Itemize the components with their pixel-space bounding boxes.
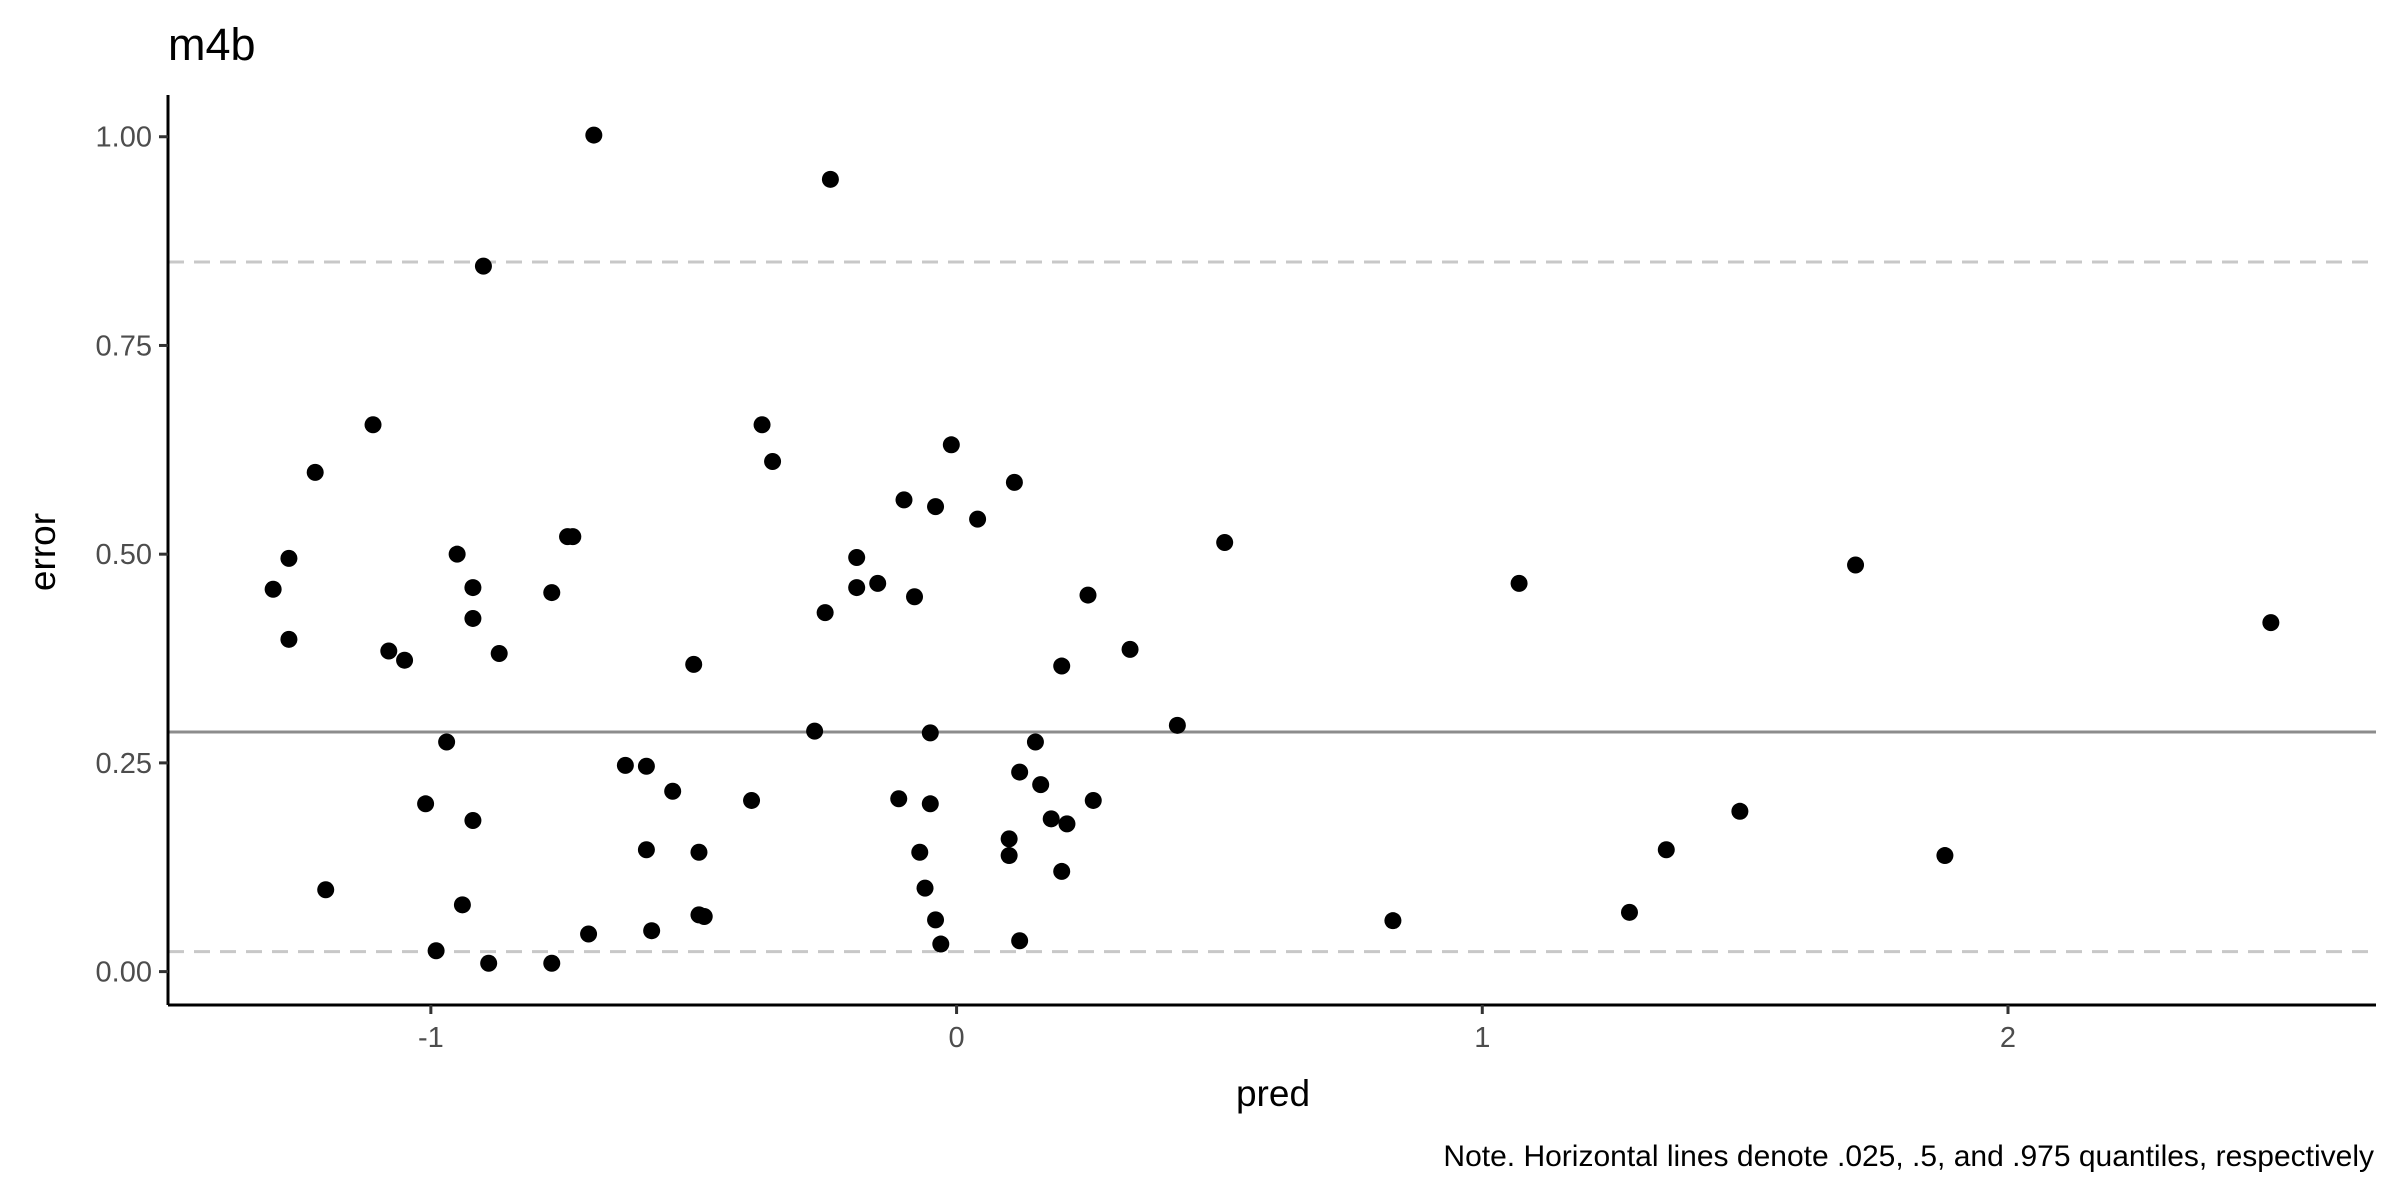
data-point (306, 463, 324, 481)
data-point (869, 574, 887, 592)
data-point (890, 790, 908, 808)
data-point (543, 584, 561, 602)
data-point (1053, 657, 1071, 675)
data-point (1079, 586, 1097, 604)
data-point (438, 733, 456, 751)
data-point (1032, 776, 1050, 794)
data-point (816, 604, 834, 622)
data-point (280, 630, 298, 648)
data-point (380, 642, 398, 660)
data-point (685, 655, 703, 673)
data-point (695, 908, 713, 926)
chart-caption: Note. Horizontal lines denote .025, .5, … (1443, 1140, 2374, 1173)
x-tick-label: 2 (2000, 1022, 2016, 1054)
y-tick-label: 1.00 (96, 122, 152, 154)
data-point (1005, 473, 1023, 491)
data-point (1058, 815, 1076, 833)
data-point (464, 579, 482, 597)
data-point (364, 416, 382, 434)
data-point (895, 491, 913, 509)
data-point (848, 579, 866, 597)
x-axis-title: pred (1236, 1073, 1310, 1114)
data-point (1168, 716, 1186, 734)
data-point (637, 841, 655, 859)
data-point (490, 645, 508, 663)
data-point (821, 170, 839, 188)
data-point (690, 843, 708, 861)
data-point (280, 549, 298, 567)
data-point (1026, 733, 1044, 751)
y-axis-ticks: 0.00 0.25 0.50 0.75 1.00 (96, 122, 168, 989)
quantile-lines (168, 260, 2376, 954)
y-axis-title: error (22, 513, 63, 591)
data-point (921, 795, 939, 813)
x-tick-label: 1 (1474, 1022, 1490, 1054)
data-point (427, 942, 445, 960)
data-point (474, 257, 492, 275)
data-point (848, 549, 866, 567)
data-point (616, 756, 634, 774)
data-point (1936, 847, 1954, 865)
data-point (1620, 903, 1638, 921)
data-point (1000, 830, 1018, 848)
data-point (1657, 841, 1675, 859)
data-point (417, 795, 435, 813)
data-point (1847, 556, 1865, 574)
data-point (464, 811, 482, 829)
data-point (643, 922, 661, 940)
data-point (927, 498, 945, 516)
data-point (543, 954, 561, 972)
data-point (453, 896, 471, 914)
data-point (921, 724, 939, 742)
data-point (911, 843, 929, 861)
data-point (564, 528, 582, 546)
data-point (580, 925, 598, 943)
data-point (317, 881, 335, 899)
data-point (942, 436, 960, 454)
data-point (480, 954, 498, 972)
data-point (448, 545, 466, 563)
x-tick-label: -1 (418, 1022, 444, 1054)
data-point (1011, 763, 1029, 781)
data-point (1053, 862, 1071, 880)
data-point (1121, 640, 1139, 658)
data-point (664, 782, 682, 800)
data-point (743, 791, 761, 809)
data-point (1510, 574, 1528, 592)
data-point (806, 722, 824, 740)
chart-title: m4b (168, 19, 256, 70)
data-point (264, 580, 282, 598)
data-point (1216, 533, 1234, 551)
data-point (906, 588, 924, 606)
data-point (396, 651, 414, 669)
y-tick-label: 0.75 (96, 330, 152, 362)
data-point (932, 935, 950, 953)
y-tick-label: 0.25 (96, 748, 152, 780)
data-point (927, 911, 945, 929)
x-axis-ticks: -1 0 1 2 (418, 1005, 2016, 1054)
data-point (916, 879, 934, 897)
data-point (2262, 614, 2280, 632)
data-point (764, 453, 782, 471)
data-point (1000, 847, 1018, 865)
y-tick-label: 0.50 (96, 539, 152, 571)
data-point (637, 757, 655, 775)
data-point (1731, 802, 1749, 820)
data-point (753, 416, 771, 434)
data-point (1011, 932, 1029, 950)
x-tick-label: 0 (949, 1022, 965, 1054)
data-point (585, 126, 603, 144)
y-tick-label: 0.00 (96, 957, 152, 989)
data-point (969, 510, 987, 528)
data-point (1084, 791, 1102, 809)
data-point (1042, 810, 1060, 828)
data-points (264, 126, 2280, 972)
data-point (464, 609, 482, 627)
data-point (1384, 912, 1402, 930)
